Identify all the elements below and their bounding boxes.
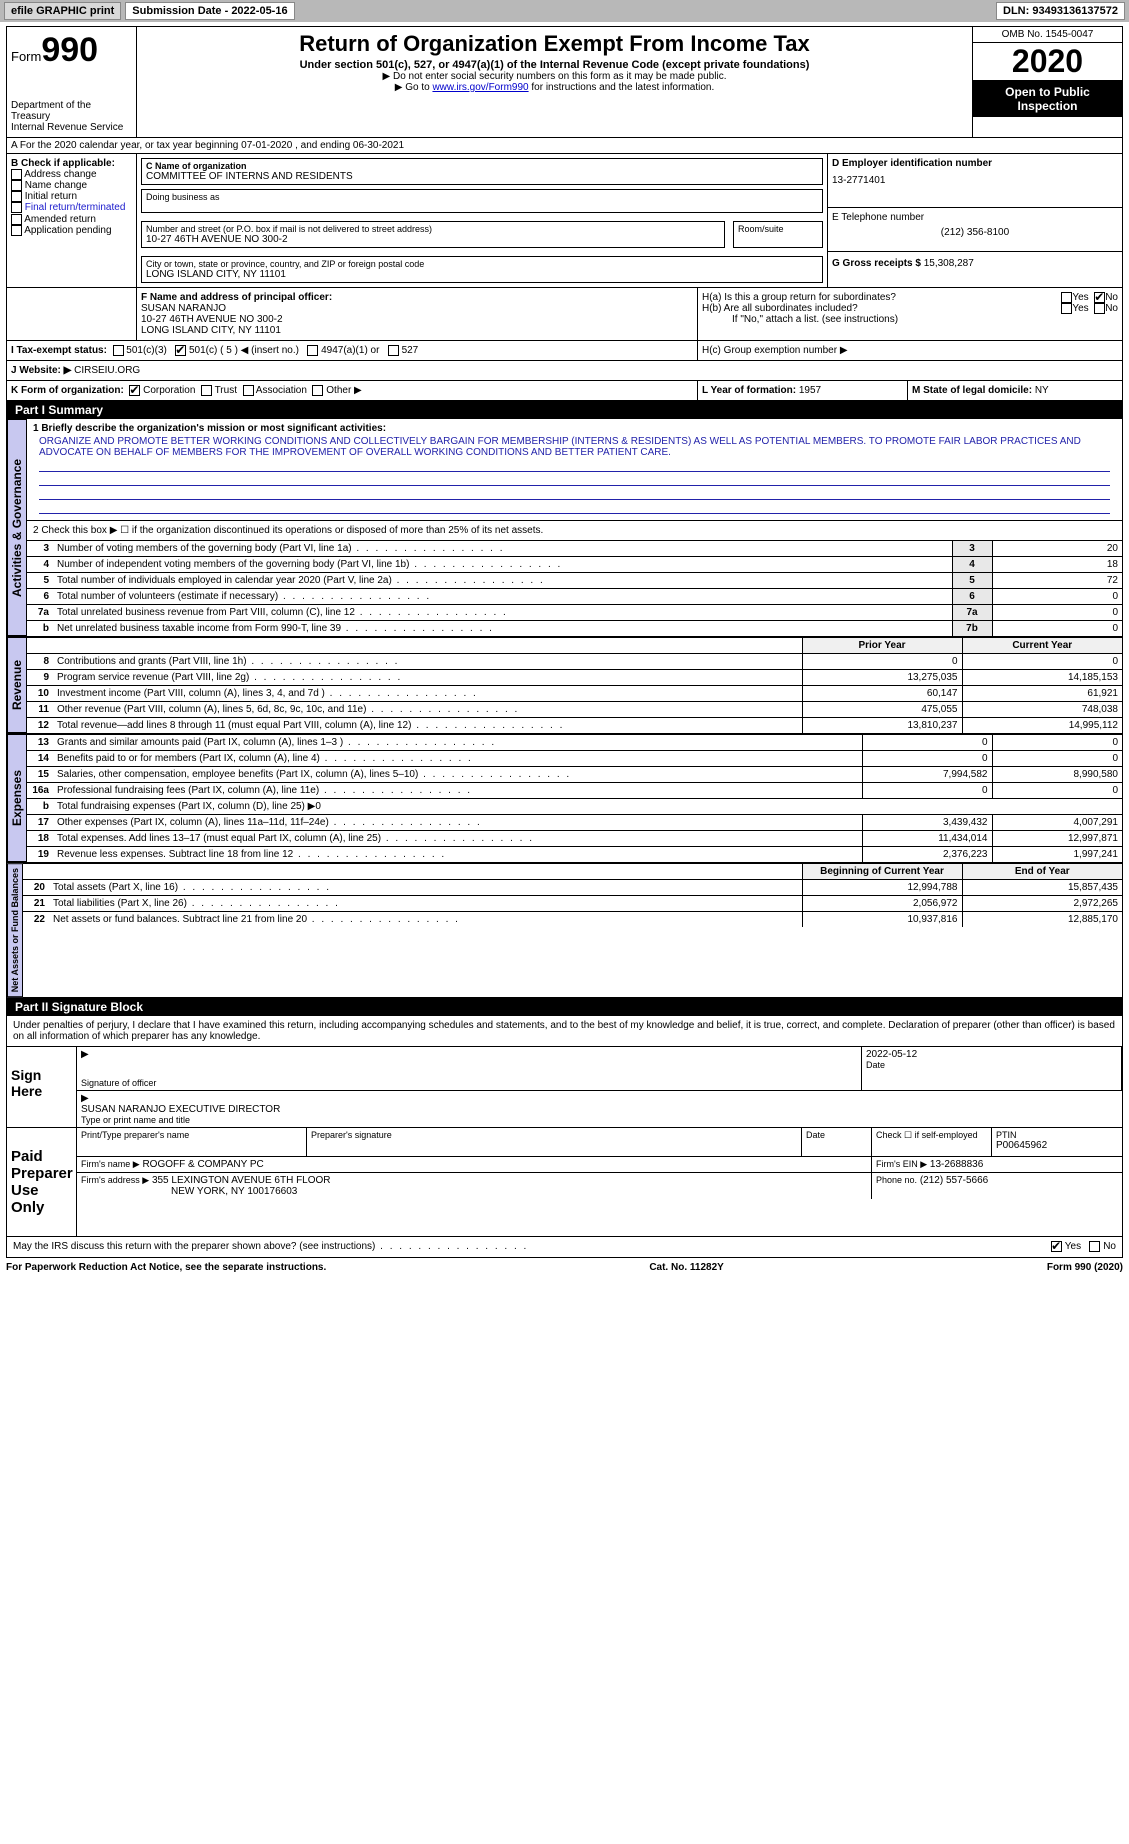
dept-treasury: Department of the Treasury xyxy=(11,100,132,122)
revenue-table: Prior YearCurrent Year8Contributions and… xyxy=(27,637,1122,733)
netassets-block: Net Assets or Fund Balances Beginning of… xyxy=(6,863,1123,998)
telephone: (212) 356-8100 xyxy=(832,223,1118,238)
ein: 13-2771401 xyxy=(832,169,1118,186)
org-city: LONG ISLAND CITY, NY 11101 xyxy=(146,269,818,280)
website-value: CIRSEIU.ORG xyxy=(74,365,140,376)
expenses-table: 13Grants and similar amounts paid (Part … xyxy=(27,734,1122,862)
org-street: 10-27 46TH AVENUE NO 300-2 xyxy=(146,234,720,245)
signature-date: 2022-05-12 xyxy=(866,1049,1117,1060)
vtab-net-assets: Net Assets or Fund Balances xyxy=(7,863,23,997)
checkbox-initial-return[interactable] xyxy=(11,191,22,202)
firm-ein: 13-2688836 xyxy=(930,1159,983,1170)
form-subtitle: Under section 501(c), 527, or 4947(a)(1)… xyxy=(145,59,964,71)
website-row: J Website: ▶ CIRSEIU.ORG xyxy=(6,361,1123,381)
firm-address-2: NEW YORK, NY 100176603 xyxy=(81,1186,867,1197)
mission-text: ORGANIZE AND PROMOTE BETTER WORKING COND… xyxy=(39,436,1110,458)
discuss-row: May the IRS discuss this return with the… xyxy=(6,1237,1123,1257)
dept-irs: Internal Revenue Service xyxy=(11,122,132,133)
section-b: B Check if applicable: Address change Na… xyxy=(7,154,137,287)
firm-name: ROGOFF & COMPANY PC xyxy=(142,1159,263,1170)
page-footer: For Paperwork Reduction Act Notice, see … xyxy=(6,1262,1123,1273)
klm-row: K Form of organization: Corporation Trus… xyxy=(6,381,1123,401)
dln-label: DLN: 93493136137572 xyxy=(996,2,1125,20)
form-note-link: ▶ Go to www.irs.gov/Form990 for instruct… xyxy=(145,82,964,93)
checkbox-501c[interactable] xyxy=(175,345,186,356)
firm-address-1: 355 LEXINGTON AVENUE 6TH FLOOR xyxy=(152,1175,331,1186)
officer-name: SUSAN NARANJO xyxy=(141,303,693,314)
vtab-activities-governance: Activities & Governance xyxy=(7,419,27,636)
section-c: C Name of organization COMMITTEE OF INTE… xyxy=(137,154,827,287)
part1-header: Part I Summary xyxy=(6,401,1123,419)
part1-body: Activities & Governance 1 Briefly descri… xyxy=(6,419,1123,637)
efile-print-button[interactable]: efile GRAPHIC print xyxy=(4,2,121,20)
checkbox-corp[interactable] xyxy=(129,385,140,396)
omb-number: OMB No. 1545-0047 xyxy=(973,27,1122,43)
checkbox-address-change[interactable] xyxy=(11,169,22,180)
checkbox-final-return[interactable] xyxy=(11,202,22,213)
ptin: P00645962 xyxy=(996,1140,1118,1151)
revenue-block: Revenue Prior YearCurrent Year8Contribut… xyxy=(6,637,1123,734)
checkbox-assoc[interactable] xyxy=(243,385,254,396)
checkbox-name-change[interactable] xyxy=(11,180,22,191)
open-to-public: Open to Public Inspection xyxy=(973,81,1122,117)
tax-year: 2020 xyxy=(973,43,1122,81)
form-header: Form990 Department of the Treasury Inter… xyxy=(6,26,1123,138)
part2-header: Part II Signature Block xyxy=(6,998,1123,1016)
checkbox-other[interactable] xyxy=(312,385,323,396)
officer-printed-name: SUSAN NARANJO EXECUTIVE DIRECTOR xyxy=(81,1104,1118,1115)
form-note-ssn: ▶ Do not enter social security numbers o… xyxy=(145,71,964,82)
expenses-block: Expenses 13Grants and similar amounts pa… xyxy=(6,734,1123,863)
state-domicile: NY xyxy=(1035,385,1049,396)
checkbox-trust[interactable] xyxy=(201,385,212,396)
topbar: efile GRAPHIC print Submission Date - 20… xyxy=(0,0,1129,22)
net-assets-table: Beginning of Current YearEnd of Year20To… xyxy=(23,863,1122,927)
checkbox-discuss-yes[interactable] xyxy=(1051,1241,1062,1252)
year-formation: 1957 xyxy=(799,385,821,396)
form-title: Return of Organization Exempt From Incom… xyxy=(145,31,964,57)
checkbox-4947[interactable] xyxy=(307,345,318,356)
checkbox-amended-return[interactable] xyxy=(11,214,22,225)
activities-governance-table: 3Number of voting members of the governi… xyxy=(27,540,1122,636)
checkbox-501c3[interactable] xyxy=(113,345,124,356)
officer-group-block: F Name and address of principal officer:… xyxy=(6,288,1123,341)
checkbox-discuss-no[interactable] xyxy=(1089,1241,1100,1252)
sign-here-block: Sign Here Signature of officer 2022-05-1… xyxy=(6,1047,1123,1128)
firm-phone: (212) 557-5666 xyxy=(920,1175,988,1186)
perjury-declaration: Under penalties of perjury, I declare th… xyxy=(6,1016,1123,1047)
org-name: COMMITTEE OF INTERNS AND RESIDENTS xyxy=(146,171,818,182)
instructions-link[interactable]: www.irs.gov/Form990 xyxy=(432,82,528,93)
checkbox-ha-no[interactable] xyxy=(1094,292,1105,303)
vtab-expenses: Expenses xyxy=(7,734,27,862)
checkbox-application-pending[interactable] xyxy=(11,225,22,236)
tax-status-row: I Tax-exempt status: 501(c)(3) 501(c) ( … xyxy=(6,341,1123,361)
checkbox-hb-yes[interactable] xyxy=(1061,303,1072,314)
checkbox-hb-no[interactable] xyxy=(1094,303,1105,314)
identity-block: B Check if applicable: Address change Na… xyxy=(6,154,1123,288)
vtab-revenue: Revenue xyxy=(7,637,27,733)
checkbox-ha-yes[interactable] xyxy=(1061,292,1072,303)
line-a-tax-year: A For the 2020 calendar year, or tax yea… xyxy=(6,138,1123,154)
paid-preparer-block: Paid Preparer Use Only Print/Type prepar… xyxy=(6,1128,1123,1237)
form-number: Form990 xyxy=(11,31,132,70)
gross-receipts: 15,308,287 xyxy=(924,258,974,269)
submission-date: Submission Date - 2022-05-16 xyxy=(125,2,294,20)
checkbox-527[interactable] xyxy=(388,345,399,356)
